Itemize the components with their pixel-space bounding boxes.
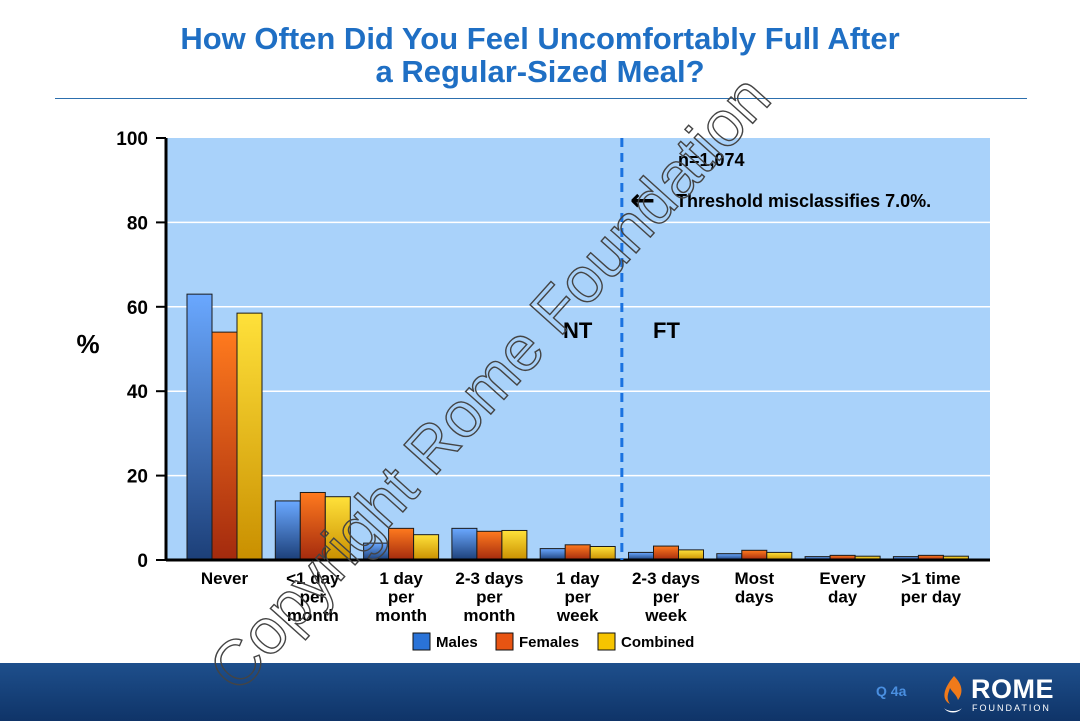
bar-males [186, 293, 213, 561]
rome-foundation-logo: ROME FOUNDATION [938, 672, 1068, 716]
bar-combined [236, 312, 263, 561]
bar-chart: 0 20 40 60 80 100 % Never <1 day per month 1 day p… [76, 129, 990, 651]
threshold-note: Threshold misclassifies 7.0%. [676, 191, 931, 211]
threshold-arrow: ← [630, 183, 655, 218]
bar-females [564, 544, 591, 561]
x-tick-label: <1 day per month [286, 569, 340, 625]
bar-combined [501, 529, 528, 561]
y-tick-label: 80 [127, 213, 148, 234]
flame-icon [944, 676, 962, 713]
footer-bar [0, 663, 1080, 721]
gridlines [166, 221, 990, 477]
legend-label: Combined [621, 634, 694, 651]
bar-females [653, 545, 679, 561]
x-tick-labels: Never <1 day per month 1 day per month 2-3 days… [201, 569, 962, 625]
legend: Males Females Combined [412, 632, 694, 651]
logo-text: ROME [971, 674, 1054, 704]
logo-subtext: FOUNDATION [972, 703, 1051, 713]
y-tick-label: 100 [116, 129, 148, 150]
legend-label: Females [519, 634, 579, 651]
region-label-nt: NT [563, 318, 593, 343]
chart-title: How Often Did You Feel Uncomfortably Ful… [0, 22, 1080, 88]
plot-area [166, 138, 990, 560]
x-tick-label: Most days [734, 569, 774, 607]
y-axis-label: % [76, 329, 99, 359]
x-tick-label: 1 day per week [556, 569, 600, 625]
legend-label: Males [436, 634, 478, 651]
bar-combined [324, 496, 351, 561]
sample-size-label: n=1,074 [678, 150, 745, 170]
bar-males [363, 542, 390, 561]
x-tick-label: 2-3 days per month [455, 569, 523, 625]
bar-males [274, 500, 301, 561]
y-tick-label: 20 [127, 467, 148, 488]
bar-females [299, 491, 326, 561]
x-tick-label: 1 day per month [375, 569, 427, 625]
legend-swatch [412, 632, 431, 651]
title-line-2: a Regular-Sized Meal? [375, 54, 705, 89]
slide-id: Q 4a [876, 683, 907, 699]
bar-females [388, 527, 415, 561]
bar-males [539, 548, 566, 561]
bar-females [211, 331, 238, 561]
title-divider [55, 98, 1027, 99]
y-tick-label: 0 [137, 551, 148, 572]
y-tick-label: 40 [127, 382, 148, 403]
x-tick-label: 2-3 days per week [632, 569, 700, 625]
bar-combined [589, 545, 616, 561]
region-label-ft: FT [653, 318, 680, 343]
x-tick-label: Never [201, 569, 249, 588]
y-tick-labels: 0 20 40 60 80 100 [116, 129, 166, 572]
x-tick-label: Every day [819, 569, 866, 607]
bar-combined [678, 549, 704, 561]
legend-swatch [597, 632, 616, 651]
title-line-1: How Often Did You Feel Uncomfortably Ful… [180, 21, 900, 56]
bar-combined [413, 534, 440, 561]
y-tick-label: 60 [127, 298, 148, 319]
x-tick-label: >1 time per day [901, 569, 962, 607]
legend-swatch [495, 632, 514, 651]
bar-males [451, 527, 478, 561]
bar-females [476, 530, 503, 561]
